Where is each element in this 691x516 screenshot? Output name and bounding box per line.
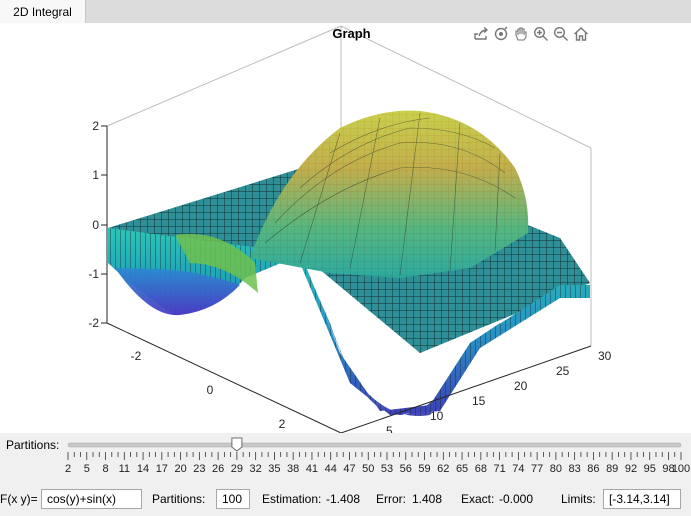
y-tick-label: 2 [279,417,286,431]
slider-tick-label: 41 [306,463,318,475]
slider-tick-label: 47 [343,463,355,475]
slider-tick-label: 86 [587,463,599,475]
slider-tick-label: 38 [287,463,299,475]
slider-label: Partitions: [6,438,60,452]
estimation-value: -1.408 [326,492,361,506]
exact-label: Exact: [461,492,495,506]
x-tick-label: 5 [386,424,393,433]
home-icon[interactable] [572,25,590,43]
slider-tick-label: 65 [456,463,468,475]
slider-tick-label: 98 [662,463,674,475]
y-tick-label: 0 [207,383,214,397]
slider-tick-label: 83 [569,463,581,475]
slider-tick-label: 23 [193,463,205,475]
rotate-icon[interactable] [492,25,510,43]
limits-input[interactable]: [-3.14,3.14] [603,489,681,509]
slider-thumb[interactable] [231,437,243,452]
slider-tick-label: 95 [644,463,656,475]
slider-tick-label: 80 [550,463,562,475]
partitions-input[interactable]: 100 [216,489,250,509]
slider-tick-label: 14 [137,463,149,475]
x-tick-label: 20 [514,379,528,393]
slider-tick-label: 68 [475,463,487,475]
axes-panel: 2 1 0 -1 -2 -2 0 2 5 10 15 20 25 30 [0,23,691,438]
slider-tick-label: 11 [119,463,130,475]
slider-tick-label: 92 [625,463,637,475]
fxy-label: F(x y)= [0,492,38,506]
slider-tick-label: 89 [606,463,618,475]
slider-tick-label: 5 [84,463,90,475]
tab-label: 2D Integral [13,4,72,19]
z-tick-label: -2 [88,316,99,330]
graph-title: Graph [332,26,371,41]
surface-plot[interactable]: 2 1 0 -1 -2 -2 0 2 5 10 15 20 25 30 [0,23,691,438]
exact-value: -0.000 [499,492,534,506]
axes-toolbar [472,25,590,45]
slider-tick-label: 53 [381,463,393,475]
slider-tick-label: 32 [250,463,262,475]
slider-tick-label: 50 [362,463,374,475]
partitions-slider[interactable]: 2 5 8 11 14 17 20 23 26 29 32 35 38 41 44 47 50 53 56 59 62 6… [0,436,691,478]
slider-tick-label: 56 [400,463,412,475]
x-tick-label: 25 [556,364,570,378]
slider-tick-label: 26 [212,463,224,475]
z-tick-label: 2 [92,119,99,133]
error-label: Error: [376,492,406,506]
tab-2d-integral[interactable]: 2D Integral [0,0,86,23]
y-tick-label: -2 [131,349,142,363]
slider-tick-label: 100 [672,463,690,475]
x-tick-label: 10 [430,409,444,423]
slider-tick-label: 71 [493,463,505,475]
slider-tick-label: 35 [268,463,280,475]
slider-tick-label: 17 [156,463,168,475]
slider-tick-label: 77 [531,463,543,475]
x-tick-label: 30 [598,349,612,363]
slider-tick-label: 2 [65,463,71,475]
tab-bar: 2D Integral [0,0,691,23]
slider-tick-label: 44 [325,463,337,475]
estimation-label: Estimation: [262,492,322,506]
slider-track[interactable] [67,442,682,448]
surface-pit [115,268,240,316]
export-icon[interactable] [472,25,490,43]
slider-tick-label: 74 [512,463,524,475]
slider-tick-label: 62 [437,463,449,475]
z-tick-label: -1 [88,267,99,281]
x-tick-label: 15 [472,394,486,408]
pan-icon[interactable] [512,25,530,43]
axes-box [106,25,592,346]
partitions-label: Partitions: [152,492,206,506]
slider-tick-label: 8 [102,463,108,475]
z-tick-label: 1 [92,168,99,182]
slider-tick-label: 20 [174,463,186,475]
fxy-input[interactable]: cos(y)+sin(x) [41,489,142,509]
limits-label: Limits: [561,492,596,506]
slider-tick-label: 29 [231,463,243,475]
slider-tick-label: 59 [418,463,430,475]
z-tick-label: 0 [92,218,99,232]
zoom-out-icon[interactable] [552,25,570,43]
zoom-in-icon[interactable] [532,25,550,43]
error-value: 1.408 [412,492,443,506]
